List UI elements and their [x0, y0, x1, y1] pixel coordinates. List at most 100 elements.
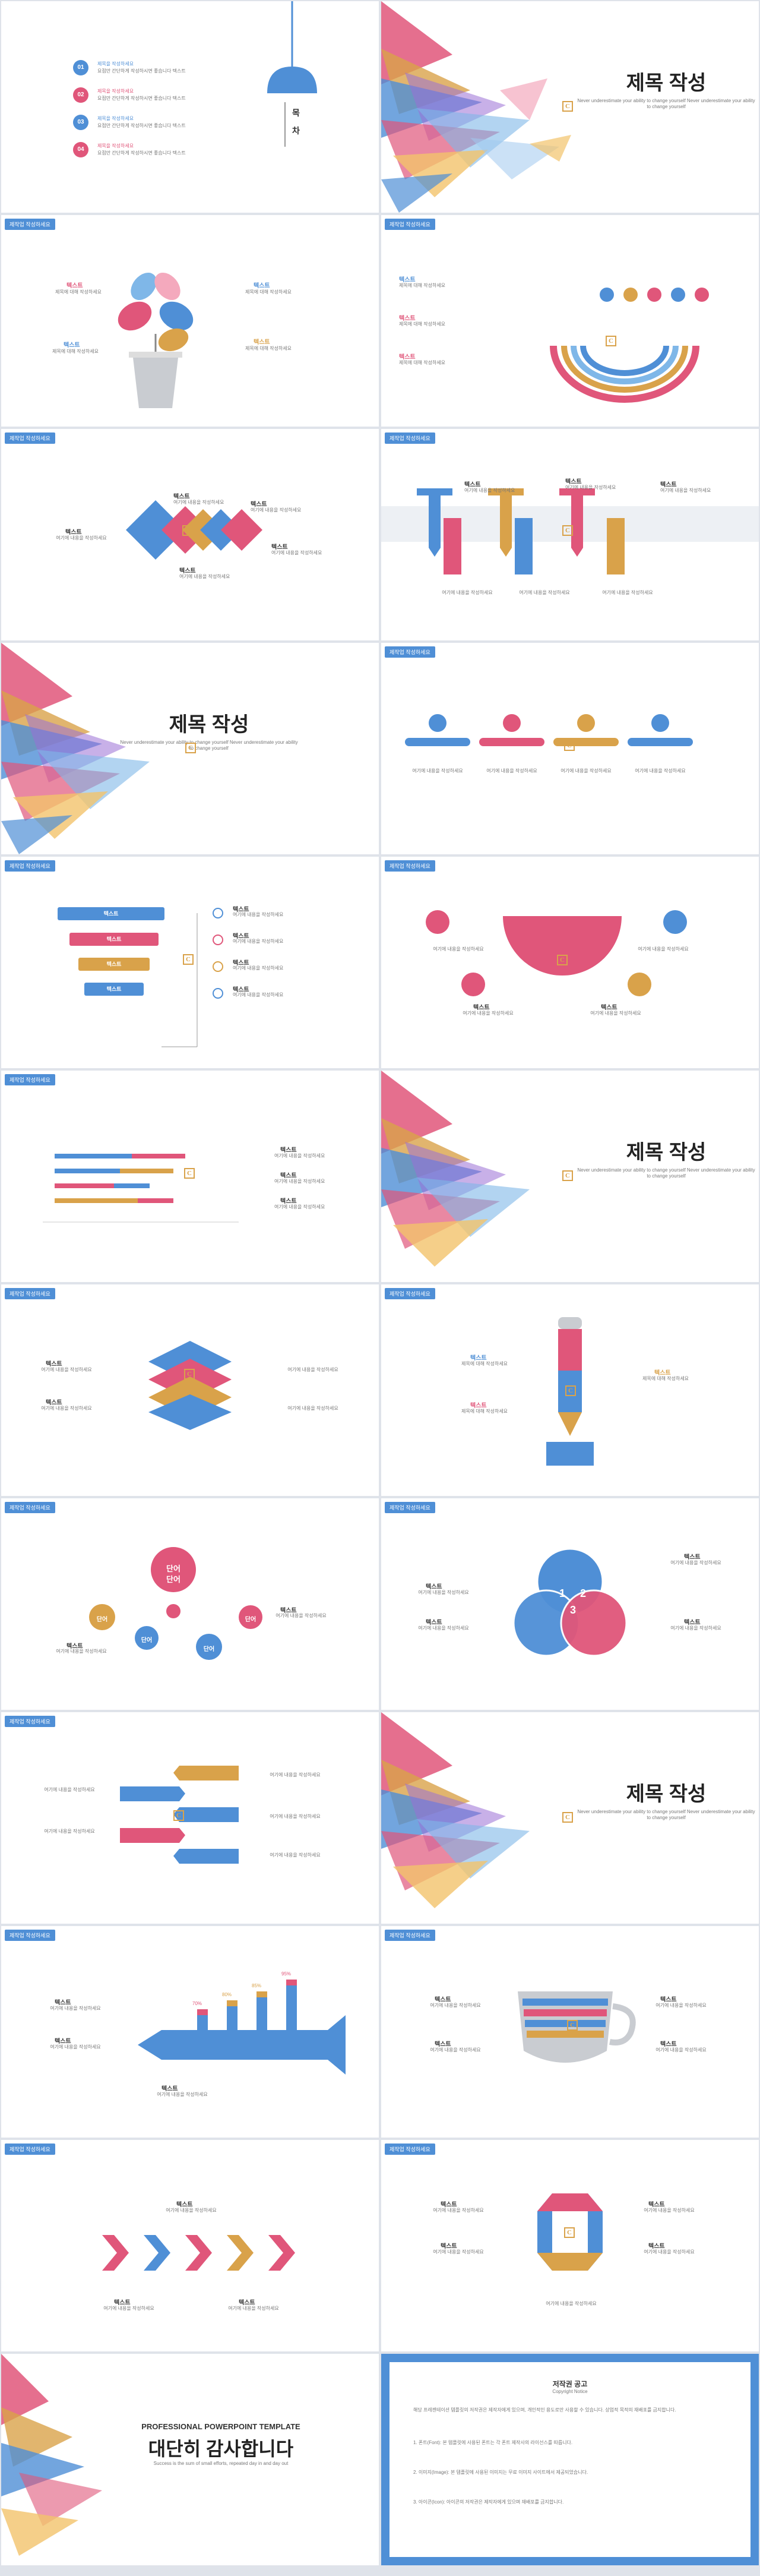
logo-mark: C [565, 1385, 576, 1396]
toc-text: 요점만 간단하게 작성하시면 좋습니다 텍스트 [97, 68, 186, 74]
slide-section-title[interactable]: 제목 작성 Never underestimate your ability t… [381, 1712, 759, 1924]
toc-num: 02 [73, 87, 88, 103]
copyright-title: 저작권 공고 [552, 2380, 588, 2388]
item-title: 텍스트 [280, 1173, 297, 1179]
item-desc: 제목에 대해 작성하세요 [55, 289, 102, 295]
item-desc: 여기에 내용을 작성하세요 [233, 992, 284, 997]
slide-tag: 제작업 작성하세요 [385, 433, 435, 444]
venn-number: 1 [559, 1587, 566, 1599]
slide-gem[interactable]: 제작업 작성하세요 C 텍스트 여기에 내용을 작성하세요 텍스트 여기에 내용… [381, 2140, 759, 2351]
section-title: 제목 작성 [626, 1141, 707, 1164]
item-desc: 여기에 내용을 작성하세요 [670, 1625, 721, 1631]
item-desc: 여기에 내용을 작성하세요 [287, 1367, 338, 1372]
slide-bubbles[interactable]: 제작업 작성하세요 단어 단어 단어 단어 단어 단어 텍스트 여기에 내용을 … [1, 1498, 379, 1710]
slide-tag: 제작업 작성하세요 [5, 860, 55, 872]
footer-desc: 여기에 내용을 작성하세요 [546, 2301, 597, 2306]
layer-diamonds [148, 1341, 232, 1430]
connector-lines [162, 908, 223, 1047]
slide-arrows[interactable]: 제작업 작성하세요 C 여기에 내용을 작성하세요 여기에 내용을 작성하세요 … [1, 1712, 379, 1924]
slide-section-title[interactable]: 제목 작성 Never underestimate your ability t… [1, 643, 379, 854]
slide-section-title[interactable]: 제목 작성 Never underestimate your ability t… [381, 1071, 759, 1282]
slide-closing[interactable]: PROFESSIONAL POWERPOINT TEMPLATE 대단히 감사합… [1, 2354, 379, 2565]
slide-fish-chart[interactable]: 제작업 작성하세요 70% 80% 85% 95% 텍스트 여기에 내용을 작성… [1, 1926, 379, 2138]
slide-tag: 제작업 작성하세요 [5, 219, 55, 230]
item-desc: 제목에 대해 작성하세요 [245, 289, 292, 295]
slide-section-title[interactable]: 제목 작성 Never underestimate your ability t… [381, 1, 759, 213]
logo-mark: C [185, 743, 196, 753]
slide-venn[interactable]: 제작업 작성하세요 1 2 3 텍스트 여기에 내용을 작성하세요 텍스트 여기… [381, 1498, 759, 1710]
slide-hbar[interactable]: 제작업 작성하세요 C 텍스트 여기에 내용을 작성하세요 텍스트 여기에 내용… [1, 1071, 379, 1282]
logo-mark: C [183, 954, 194, 965]
arc-graphic [550, 288, 709, 403]
stack-pill: 텍스트 [58, 907, 164, 920]
stack-pill: 텍스트 [69, 933, 159, 946]
item-desc: 여기에 내용을 작성하세요 [660, 488, 711, 493]
item-desc: 여기에 내용을 작성하세요 [590, 1011, 641, 1016]
logo-mark: C [562, 525, 573, 536]
item-desc: 여기에 내용을 작성하세요 [103, 2306, 154, 2311]
item-title: 텍스트 [233, 960, 249, 967]
section-subtitle: Never underestimate your ability to chan… [120, 740, 298, 751]
bar-label: 80% [222, 1992, 232, 1997]
slide-copyright[interactable]: 저작권 공고 Copyright Notice 해당 프레젠테이션 템플릿의 저… [381, 2354, 759, 2565]
bar-label: 70% [192, 2001, 202, 2006]
slide-toc[interactable]: 01 제목을 작성하세요 요점만 간단하게 작성하시면 좋습니다 텍스트 02 … [1, 1, 379, 213]
timeline-graphic [405, 714, 693, 746]
slide-tag: 제작업 작성하세요 [385, 1930, 435, 1941]
item-desc: 제목에 대해 작성하세요 [461, 1409, 508, 1414]
bubble-label: 단어 [166, 1575, 180, 1584]
slide-tag: 제작업 작성하세요 [385, 1288, 435, 1299]
slide-pillars[interactable]: 제작업 작성하세요 C 텍스트 여기에 내용을 작성하세요 텍스트 여기에 내용… [381, 429, 759, 640]
item-title: 텍스트 [399, 315, 416, 322]
item-title: 텍스트 [239, 2300, 255, 2306]
item-desc: 여기에 내용을 작성하세요 [251, 507, 302, 513]
slide-pen[interactable]: 제작업 작성하세요 C 텍스트 제목에 대해 작성하세요 텍스트 제목에 대해 … [381, 1284, 759, 1496]
venn-number: 2 [580, 1587, 587, 1599]
item-title: 텍스트 [684, 1554, 701, 1561]
copyright-text: 2. 이미지(Image): 본 템플릿에 사용된 이미지는 무료 이미지 사이… [413, 2470, 588, 2475]
slide-bowl[interactable]: 제작업 작성하세요 C 여기에 내용을 작성하세요 여기에 내용을 작성하세요 … [381, 857, 759, 1068]
item-desc: 여기에 내용을 작성하세요 [50, 2044, 101, 2050]
slide-diamonds[interactable]: 제작업 작성하세요 C 텍스트 여기에 내용을 작성하세요 텍스트 여기에 내용… [1, 429, 379, 640]
item-desc: 여기에 내용을 작성하세요 [270, 1852, 321, 1858]
item-desc: 여기에 내용을 작성하세요 [565, 485, 616, 490]
item-title: 텍스트 [435, 1997, 451, 2003]
slide-stack[interactable]: 제작업 작성하세요 텍스트 텍스트 텍스트 텍스트 C 텍스트 여기에 내용을 … [1, 857, 379, 1068]
pillar-arrows [417, 488, 625, 574]
plant-pot-graphic [118, 272, 194, 408]
chevron-graphic [102, 2235, 295, 2271]
copyright-text: 1. 폰트(Font): 본 템플릿에 사용된 폰트는 각 폰트 제작사의 라이… [413, 2440, 573, 2445]
section-title: 제목 작성 [626, 72, 707, 94]
toc-heading: 목 [292, 108, 300, 118]
slide-plant[interactable]: 제작업 작성하세요 텍스트 제목에 대해 작성하세요 텍스트 제목에 대해 작성… [1, 215, 379, 427]
logo-mark: C [562, 1170, 573, 1181]
item-title: 텍스트 [660, 2041, 677, 2048]
item-title: 텍스트 [441, 2243, 457, 2250]
item-title: 텍스트 [565, 479, 582, 485]
item-desc: 제목에 대해 작성하세요 [399, 283, 446, 288]
slide-timeline[interactable]: 제작업 작성하세요 C 여기에 내용을 작성하세요 여기에 내용을 작성하세요 … [381, 643, 759, 854]
bubble-label: 단어 [203, 1646, 215, 1653]
slide-chevrons[interactable]: 제작업 작성하세요 텍스트 여기에 내용을 작성하세요 텍스트 여기에 내용을 … [1, 2140, 379, 2351]
toc-title: 제목을 작성하세요 [97, 61, 134, 67]
item-desc: 여기에 내용을 작성하세요 [179, 574, 230, 579]
item-desc: 여기에 내용을 작성하세요 [670, 1560, 721, 1565]
logo-mark: C [564, 740, 575, 751]
slide-layers[interactable]: 제작업 작성하세요 C 텍스트 여기에 내용을 작성하세요 텍스트 여기에 내용… [1, 1284, 379, 1496]
slide-cup[interactable]: 제작업 작성하세요 C 텍스트 여기에 내용을 작성하세요 텍스트 여기에 내용… [381, 1926, 759, 2138]
item-desc: 제목에 대해 작성하세요 [399, 321, 446, 327]
item-title: 텍스트 [280, 1198, 297, 1205]
item-title: 텍스트 [66, 283, 83, 289]
closing-eyebrow: PROFESSIONAL POWERPOINT TEMPLATE [141, 2422, 300, 2431]
item-desc: 제목에 대해 작성하세요 [399, 360, 446, 365]
item-title: 텍스트 [55, 2000, 71, 2006]
bubble-label: 단어 [245, 1617, 256, 1623]
item-desc: 여기에 내용을 작성하세요 [270, 1772, 321, 1778]
item-title: 텍스트 [254, 339, 270, 346]
section-subtitle: Never underestimate your ability to chan… [577, 1167, 755, 1179]
item-desc: 여기에 내용을 작성하세요 [173, 500, 224, 505]
slide-tag: 제작업 작성하세요 [385, 219, 435, 230]
pen-graphic [546, 1317, 594, 1466]
slide-arc[interactable]: 제작업 작성하세요 텍스트 제목에 대해 작성하세요 텍스트 제목에 대해 작성… [381, 215, 759, 427]
item-title: 텍스트 [66, 1643, 83, 1650]
